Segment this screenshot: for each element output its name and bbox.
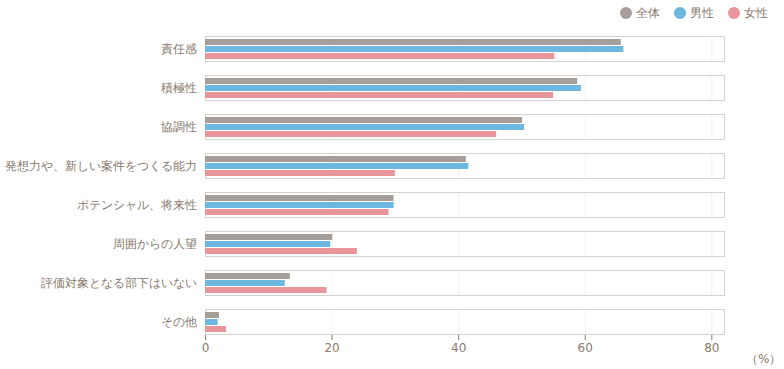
svg-text:発想力や、新しい案件をつくる能力: 発想力や、新しい案件をつくる能力 — [5, 159, 197, 173]
svg-text:80: 80 — [704, 341, 719, 355]
svg-text:責任感: 責任感 — [161, 42, 197, 56]
svg-text:0: 0 — [202, 341, 210, 355]
svg-text:周囲からの人望: 周囲からの人望 — [113, 237, 197, 251]
html-text:全体: 全体 — [636, 5, 660, 20]
svg-text:（%）: （%） — [746, 352, 781, 366]
svg-text:積極性: 積極性 — [161, 81, 197, 95]
svg-text:ポテンシャル、将来性: ポテンシャル、将来性 — [77, 198, 197, 212]
svg-text:60: 60 — [578, 341, 593, 355]
svg-text:協調性: 協調性 — [161, 120, 197, 134]
html-text:男性: 男性 — [690, 5, 714, 20]
svg-text:評価対象となる部下はいない: 評価対象となる部下はいない — [41, 276, 197, 290]
html-text:女性: 女性 — [744, 5, 768, 20]
svg-text:20: 20 — [324, 341, 339, 355]
svg-text:その他: その他 — [161, 315, 197, 329]
svg-text:40: 40 — [451, 341, 466, 355]
